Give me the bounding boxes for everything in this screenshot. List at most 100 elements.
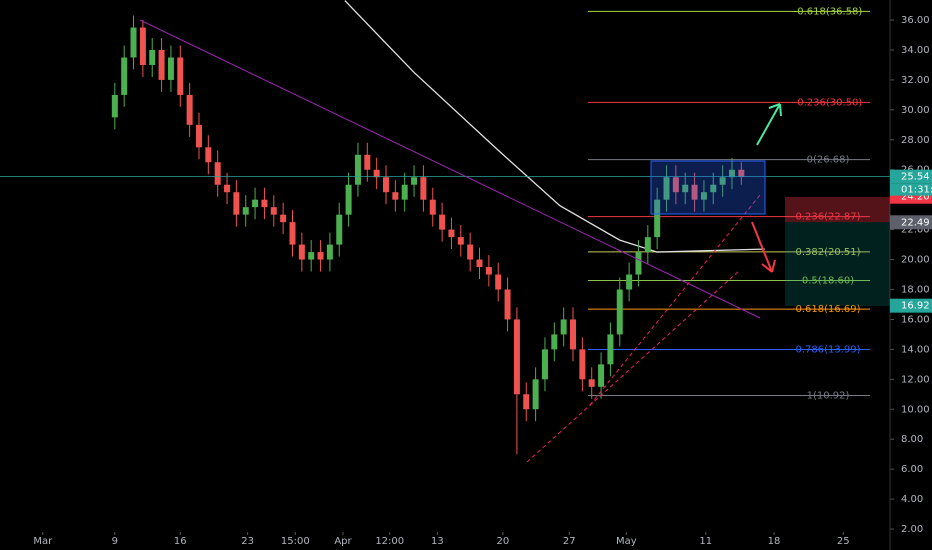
consolidation-box [650,160,766,215]
candle-body [719,177,726,185]
candle-body [252,199,259,208]
y-tick-label: 18.00 [901,285,930,296]
candle-body [354,154,361,185]
fib-label: 0.786(13.99) [795,345,860,356]
y-tick-label: 4.00 [901,494,923,505]
y-tick-label: 22.00 [901,225,930,236]
candle [364,142,371,182]
candle [111,82,118,130]
y-tick-label: 16.00 [901,314,930,325]
candle-body [644,237,651,253]
candle-body [457,237,464,245]
candle-body [513,319,520,395]
y-tick-label: 8.00 [901,434,923,445]
price-label: 25.54 [901,172,930,183]
candle-body [448,229,455,238]
candle-body [738,169,745,177]
candle-body [616,289,623,335]
candle-body [392,192,399,200]
y-tick-label: 2.00 [901,524,923,535]
candle [682,172,689,205]
candle-body [289,222,296,245]
candle-body [495,274,502,290]
x-tick-label: 12:00 [375,536,404,547]
price-label: 22.49 [901,217,930,228]
x-tick-label: 25 [837,536,850,547]
x-tick-label: Mar [33,536,53,547]
candle [317,240,324,272]
candle-body [139,27,146,65]
candle [532,367,539,422]
candle-body [186,94,193,125]
channel-line [589,194,761,406]
candle-body [373,169,380,178]
candle-body [710,184,717,193]
candle [280,202,287,235]
candle [439,202,446,242]
candle-body [682,184,689,193]
x-tick-label: 11 [699,536,712,547]
candle [289,210,296,257]
candle [654,187,661,250]
candle-body [532,379,539,410]
candle [588,367,595,399]
candle-body [626,274,633,290]
candle [205,135,212,175]
candle [570,307,577,362]
candle [476,247,483,280]
candle [298,232,305,272]
candle-body [121,57,128,95]
y-tick-label: 30.00 [901,105,930,116]
fib-label: 0.5(18.60) [802,276,854,287]
channel-line [526,269,741,463]
candle-body [663,177,670,200]
price-label-bg [890,169,932,184]
candle [252,187,259,220]
fib-label: 0(26.68) [807,155,850,166]
candle [523,382,530,422]
candle [411,165,418,197]
candle [560,307,567,347]
candle-body [167,57,174,80]
trend-line [139,19,761,319]
candle-body [401,184,408,200]
candle-body [560,319,567,335]
candle-body [336,214,343,245]
candle [382,165,389,205]
candle-body [280,214,287,223]
candle-body [270,207,277,215]
candle-body [195,124,202,148]
candle [233,180,240,227]
candle [541,337,548,392]
candle [513,307,520,455]
candle-body [382,177,389,193]
down-arrow [751,221,776,273]
y-tick-label: 20.00 [901,255,930,266]
x-tick-label: 15:00 [281,536,310,547]
fib-label: 1(10.92) [807,390,850,401]
candle [448,217,455,250]
candle [672,165,679,205]
candle [336,202,343,257]
candle-body [588,379,595,387]
candle [616,277,623,347]
candle [308,240,315,272]
candle [635,240,642,287]
y-tick-label: 32.00 [901,75,930,86]
candle [485,255,492,287]
candle-body [700,192,707,200]
candle-body [205,147,212,163]
candle [270,195,277,227]
x-tick-label: 18 [768,536,781,547]
y-tick-label: 10.00 [901,404,930,415]
candle [149,38,156,77]
candle [663,165,670,212]
candle-body [158,49,165,80]
candle [700,180,707,212]
x-tick-label: 9 [112,536,118,547]
x-tick-label: May [616,536,637,547]
candle-body [429,199,436,215]
candle-body [242,207,249,215]
candle-body [224,184,231,193]
